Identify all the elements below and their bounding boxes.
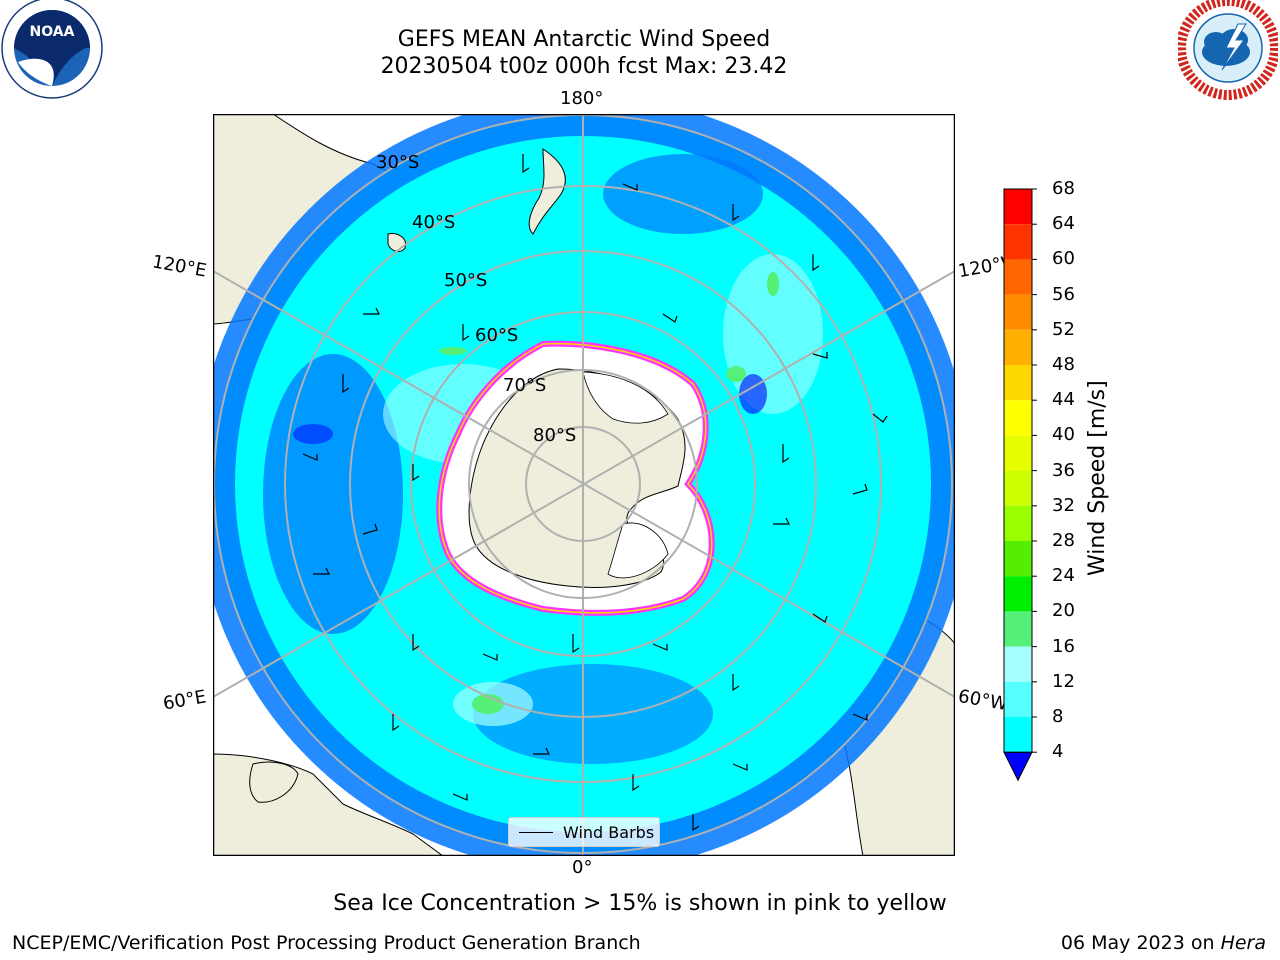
colorbar-bin — [1004, 224, 1032, 260]
noaa-logo: NOAA — [0, 0, 110, 104]
colorbar-tick-label: 48 — [1052, 354, 1075, 375]
colorbar-tick-label: 44 — [1052, 389, 1075, 411]
colorbar-bin — [1004, 717, 1032, 753]
wind-barbs-legend: Wind Barbs — [508, 817, 660, 847]
legend-label: Wind Barbs — [563, 822, 655, 842]
wind-peak-3 — [472, 694, 504, 714]
footer-branch: NCEP/EMC/Verification Post Processing Pr… — [12, 932, 641, 954]
colorbar-tick-label: 8 — [1052, 706, 1064, 727]
lon-label-0: 0° — [572, 857, 593, 878]
lat-label-60s: 60°S — [475, 325, 519, 346]
sea-ice-edge — [438, 342, 713, 614]
map-subtitle: 20230504 t00z 000h fcst Max: 23.42 — [380, 54, 788, 79]
colorbar-tick-label: 36 — [1052, 459, 1075, 481]
colorbar-tick-label: 56 — [1052, 283, 1075, 305]
map-frame — [213, 114, 955, 856]
ross-ice-shelf — [582, 371, 669, 424]
wind-peak-1 — [767, 272, 779, 296]
colorbar-tick-label: 32 — [1052, 494, 1075, 516]
colorbar-bin — [1004, 646, 1032, 682]
colorbar-bin — [1004, 470, 1032, 506]
footer-system: Hera — [1220, 932, 1266, 954]
colorbar-under-arrow — [1003, 751, 1033, 782]
colorbar-tick-label: 24 — [1052, 565, 1075, 587]
colorbar-bin — [1004, 681, 1032, 717]
lat-label-40s: 40°S — [412, 212, 456, 233]
wind-peak-4 — [726, 366, 746, 382]
colorbar-bin — [1004, 365, 1032, 401]
colorbar-tick-label: 16 — [1052, 635, 1075, 657]
lon-label-180: 180° — [560, 88, 604, 109]
wind-low-2 — [293, 424, 333, 444]
sea-ice-note: Sea Ice Concentration > 15% is shown in … — [333, 891, 947, 916]
wind-region-west — [263, 354, 403, 634]
madagascar — [249, 761, 299, 803]
new-zealand — [528, 148, 566, 235]
colorbar-tick-label: 68 — [1052, 178, 1075, 199]
wind-region-north — [603, 154, 763, 234]
colorbar-bin — [1004, 611, 1032, 647]
colorbar-bin — [1004, 435, 1032, 471]
wind-barbs — [302, 154, 888, 832]
meridian-60e-120w — [213, 270, 954, 698]
map-title: GEFS MEAN Antarctic Wind Speed — [397, 27, 771, 52]
footer-date-text: 06 May 2023 on — [1060, 932, 1221, 954]
colorbar-bin — [1004, 576, 1032, 612]
nws-logo — [1176, 0, 1280, 104]
wind-region-south — [473, 664, 713, 764]
wind-peak-2 — [439, 347, 467, 355]
colorbar-title: Wind Speed [m/s] — [1085, 380, 1110, 576]
colorbar-bin — [1004, 189, 1032, 225]
lat-label-70s: 70°S — [503, 375, 547, 396]
colorbar-bin — [1004, 400, 1032, 436]
colorbar-tick-label: 52 — [1052, 318, 1075, 340]
colorbar-tick-label: 4 — [1052, 741, 1064, 763]
svg-text:NOAA: NOAA — [30, 24, 75, 40]
colorbar-tick-label: 20 — [1052, 600, 1075, 622]
footer-date: 06 May 2023 on Hera — [1061, 932, 1266, 954]
colorbar-tick-label: 28 — [1052, 530, 1075, 551]
weddell-ice-shelf — [607, 522, 669, 579]
lon-label-120e: 120°E — [150, 251, 209, 282]
lon-label-60e: 60°E — [161, 686, 208, 715]
colorbar-bin — [1004, 541, 1032, 577]
colorbar-tick-label: 64 — [1052, 213, 1075, 235]
colorbar-bin — [1004, 259, 1032, 295]
colorbar-tick-label: 12 — [1052, 670, 1075, 692]
antarctic-map — [213, 114, 955, 856]
lat-label-80s: 80°S — [533, 425, 577, 446]
lat-label-30s: 30°S — [376, 152, 420, 173]
legend-line-icon — [519, 831, 553, 833]
wind-low-1 — [739, 374, 767, 414]
lat-label-50s: 50°S — [444, 270, 488, 291]
colorbar — [1003, 188, 1037, 782]
colorbar-bin — [1004, 505, 1032, 541]
colorbar-bin — [1004, 329, 1032, 365]
colorbar-bin — [1004, 294, 1032, 330]
wind-region-light-2 — [723, 254, 823, 414]
colorbar-tick-label: 60 — [1052, 248, 1075, 270]
colorbar-tick-label: 40 — [1052, 424, 1075, 446]
